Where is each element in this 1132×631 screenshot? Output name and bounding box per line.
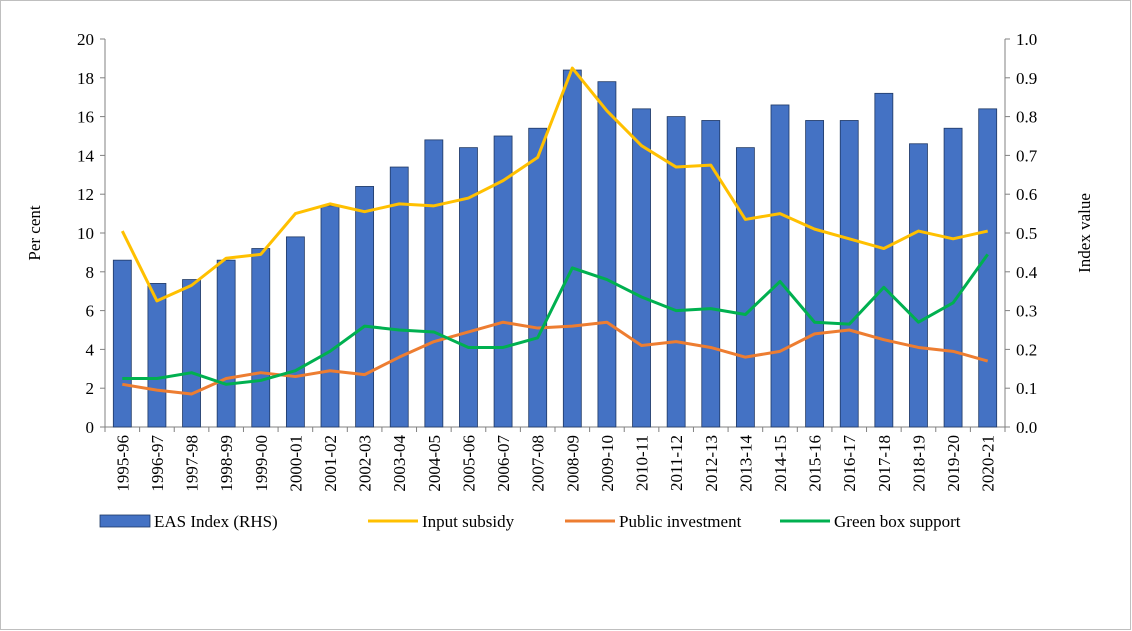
x-tick-label: 2019-20 [944, 435, 963, 492]
y-tick-label: 8 [86, 263, 95, 282]
y2-tick-label: 0.4 [1016, 263, 1038, 282]
y2-tick-label: 0.0 [1016, 418, 1037, 437]
legend-label: Public investment [619, 512, 742, 531]
y-tick-label: 20 [77, 30, 94, 49]
line [120, 66, 989, 303]
legend-label: EAS Index (RHS) [154, 512, 278, 531]
legend-label: Green box support [834, 512, 961, 531]
x-tick-label: 1995-96 [113, 435, 132, 492]
y-tick-label: 18 [77, 69, 94, 88]
bar [978, 108, 998, 428]
x-tick-label: 1997-98 [183, 435, 202, 492]
x-tick-label: 2007-08 [529, 435, 548, 492]
y-tick-label: 14 [77, 146, 95, 165]
y2-tick-label: 0.6 [1016, 185, 1037, 204]
x-tick-label: 2016-17 [840, 435, 859, 492]
x-tick-label: 2005-06 [459, 435, 478, 492]
bar [147, 283, 167, 428]
x-tick-label: 2018-19 [909, 435, 928, 492]
bar [597, 81, 617, 428]
x-tick-label: 2004-05 [425, 435, 444, 492]
y2-tick-label: 0.5 [1016, 224, 1037, 243]
y-tick-label: 10 [77, 224, 94, 243]
x-tick-label: 1999-00 [252, 435, 271, 492]
x-tick-label: 2013-14 [736, 435, 755, 492]
bar [666, 116, 686, 428]
y2-tick-label: 0.1 [1016, 379, 1037, 398]
x-tick-label: 2012-13 [702, 435, 721, 492]
x-tick-label: 1998-99 [217, 435, 236, 492]
bar [528, 127, 548, 428]
bar [389, 166, 409, 428]
bar [251, 248, 271, 428]
x-tick-label: 2014-15 [771, 435, 790, 492]
legend-label: Input subsidy [422, 512, 515, 531]
x-tick-label: 2011-12 [667, 435, 686, 491]
bar [493, 135, 513, 428]
bar [943, 127, 963, 428]
y-tick-label: 6 [86, 302, 95, 321]
bar [909, 143, 928, 428]
y2-tick-label: 0.7 [1016, 146, 1038, 165]
y-tick-label: 0 [86, 418, 95, 437]
bar [770, 104, 790, 428]
y2-tick-label: 0.9 [1016, 69, 1037, 88]
y-tick-label: 4 [86, 340, 95, 359]
x-tick-label: 2017-18 [875, 435, 894, 492]
line [122, 320, 989, 396]
y2-tick-label: 0.3 [1016, 302, 1037, 321]
bar [805, 120, 825, 428]
y-tick-label: 12 [77, 185, 94, 204]
bar [459, 147, 478, 428]
y2-axis-label: Index value [1075, 193, 1094, 273]
y-axis-label: Per cent [25, 205, 44, 261]
y2-tick-label: 0.8 [1016, 108, 1037, 127]
x-tick-label: 2002-03 [356, 435, 375, 492]
line [122, 253, 989, 386]
bar [216, 259, 236, 428]
bar [735, 147, 755, 428]
bar [112, 259, 132, 428]
y-tick-label: 16 [77, 108, 94, 127]
x-tick-label: 2006-07 [494, 435, 513, 492]
x-tick-label: 2009-10 [598, 435, 617, 492]
x-tick-label: 2001-02 [321, 435, 340, 492]
x-tick-label: 2003-04 [390, 435, 409, 492]
y-tick-label: 2 [86, 379, 95, 398]
bar [562, 69, 582, 428]
x-tick-label: 2008-09 [563, 435, 582, 492]
bar [182, 279, 201, 428]
y2-tick-label: 0.2 [1016, 340, 1037, 359]
bar [320, 205, 340, 428]
bar [355, 186, 375, 428]
x-tick-label: 2020-21 [979, 435, 998, 492]
bar [424, 139, 444, 428]
x-tick-label: 2010-11 [633, 435, 652, 491]
bar [839, 120, 859, 428]
bar [701, 120, 721, 428]
bar [874, 92, 894, 428]
x-tick-label: 2015-16 [806, 435, 825, 492]
y2-tick-label: 1.0 [1016, 30, 1037, 49]
bar [285, 236, 305, 428]
bar [632, 108, 651, 428]
x-tick-label: 1996-97 [148, 435, 167, 492]
legend-swatch [99, 514, 151, 528]
x-tick-label: 2000-01 [286, 435, 305, 492]
